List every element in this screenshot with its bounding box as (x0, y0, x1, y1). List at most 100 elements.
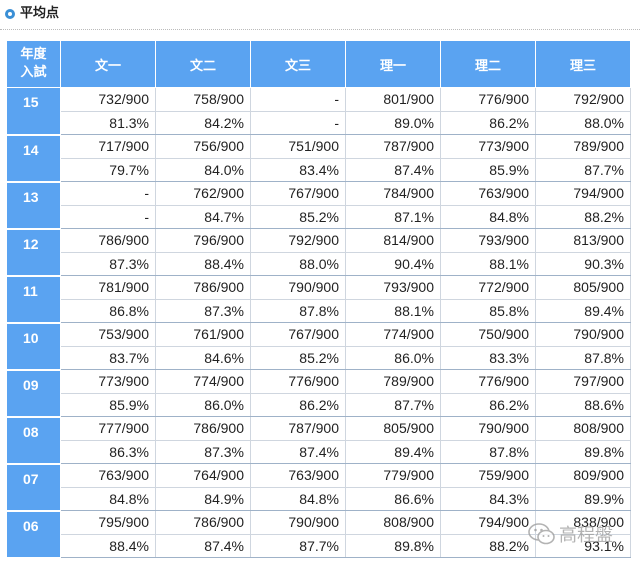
percent-cell: 88.0% (535, 110, 631, 135)
table-row: 86.8% 87.3% 87.8% 88.1% 85.8% 89.4% (7, 298, 631, 323)
score-cell: 776/900 (250, 369, 346, 394)
header-course-5: 理二 (440, 40, 536, 88)
year-cell: 14 (6, 134, 61, 183)
score-cell: 779/900 (345, 463, 441, 488)
score-cell: 813/900 (535, 228, 631, 253)
percent-cell: 87.7% (250, 533, 346, 558)
percent-cell: 89.8% (345, 533, 441, 558)
percent-cell: 87.8% (535, 345, 631, 370)
score-cell: 773/900 (440, 134, 536, 159)
year-cell: 09 (6, 369, 61, 418)
score-cell: 808/900 (535, 416, 631, 441)
percent-cell: 84.8% (60, 486, 156, 511)
year-cell: 13 (6, 181, 61, 230)
section-header: 平均点 (0, 0, 640, 30)
score-cell: 732/900 (60, 87, 156, 112)
percent-cell: 84.6% (155, 345, 251, 370)
percent-cell: 88.6% (535, 392, 631, 417)
score-cell: 792/900 (250, 228, 346, 253)
table-row: 15 732/900 758/900-801/900 776/900 792/900 (6, 87, 631, 136)
score-cell: 777/900 (60, 416, 156, 441)
table-row: 08 777/900 786/900 787/900 805/900 790/900 808… (6, 416, 631, 465)
percent-cell: 87.3% (155, 298, 251, 323)
score-cell: 786/900 (60, 228, 156, 253)
bullet-circle-icon (5, 9, 15, 19)
percent-cell: 84.3% (440, 486, 536, 511)
score-cell: 805/900 (535, 275, 631, 300)
score-cell: 774/900 (345, 322, 441, 347)
percent-cell: 88.1% (440, 251, 536, 276)
watermark-text: 高程盤 (559, 525, 613, 546)
percent-cell: 87.7% (345, 392, 441, 417)
score-cell: 776/900 (440, 87, 536, 112)
average-score-table: 年度 入試 文一 文二 文三 理一 理二 理三 15 732/900 758/900-801/90… (6, 40, 631, 559)
score-cell: 789/900 (345, 369, 441, 394)
percent-cell: 89.4% (345, 439, 441, 464)
percent-cell: 84.8% (440, 204, 536, 229)
score-cell: 789/900 (535, 134, 631, 159)
score-cell: 805/900 (345, 416, 441, 441)
percent-cell: 84.8% (250, 486, 346, 511)
percent-cell: 88.0% (250, 251, 346, 276)
score-cell: 753/900 (60, 322, 156, 347)
score-cell: 786/900 (155, 275, 251, 300)
score-cell: 758/900 (155, 87, 251, 112)
table-row: 85.9% 86.0% 86.2% 87.7% 86.2% 88.6% (7, 392, 631, 417)
score-cell: 797/900 (535, 369, 631, 394)
percent-cell: 84.9% (155, 486, 251, 511)
percent-cell: 89.8% (535, 439, 631, 464)
percent-cell: 85.9% (440, 157, 536, 182)
score-cell: 814/900 (345, 228, 441, 253)
percent-cell: 86.2% (440, 392, 536, 417)
score-cell: 764/900 (155, 463, 251, 488)
percent-cell: 85.9% (60, 392, 156, 417)
header-course-4: 理一 (345, 40, 441, 88)
score-cell: 756/900 (155, 134, 251, 159)
percent-cell: 87.8% (440, 439, 536, 464)
table-row: 09 773/900 774/900 776/900 789/900 776/900 797… (6, 369, 631, 418)
header-course-6: 理三 (535, 40, 631, 88)
percent-cell: 86.2% (440, 110, 536, 135)
percent-cell: 87.3% (60, 251, 156, 276)
percent-cell: 84.2% (155, 110, 251, 135)
percent-cell: 88.2% (440, 533, 536, 558)
table-row: 14 717/900 756/900 751/900 787/900 773/900 789… (6, 134, 631, 183)
year-cell: 08 (6, 416, 61, 465)
percent-cell: 87.7% (535, 157, 631, 182)
percent-cell: - (250, 110, 346, 135)
score-cell: 784/900 (345, 181, 441, 206)
percent-cell: 86.8% (60, 298, 156, 323)
table-row: 81.3% 84.2% -89.0% 86.2% 88.0% (7, 110, 631, 135)
percent-cell: 86.3% (60, 439, 156, 464)
score-cell: - (60, 181, 156, 206)
percent-cell: 87.4% (345, 157, 441, 182)
table-row: 11 781/900 786/900 790/900 793/900 772/900 805… (6, 275, 631, 324)
score-cell: 767/900 (250, 181, 346, 206)
table-row: -84.7% 85.2% 87.1% 84.8% 88.2% (7, 204, 631, 229)
percent-cell: 79.7% (60, 157, 156, 182)
score-cell: - (250, 87, 346, 112)
percent-cell: 88.2% (535, 204, 631, 229)
percent-cell: 87.8% (250, 298, 346, 323)
score-cell: 790/900 (535, 322, 631, 347)
score-cell: 808/900 (345, 510, 441, 535)
score-cell: 762/900 (155, 181, 251, 206)
score-cell: 767/900 (250, 322, 346, 347)
score-cell: 795/900 (60, 510, 156, 535)
section-title: 平均点 (20, 6, 60, 21)
score-cell: 796/900 (155, 228, 251, 253)
score-cell: 763/900 (250, 463, 346, 488)
header-course-2: 文二 (155, 40, 251, 88)
score-cell: 750/900 (440, 322, 536, 347)
score-cell: 794/900 (440, 510, 536, 535)
score-cell: 781/900 (60, 275, 156, 300)
score-cell: 772/900 (440, 275, 536, 300)
percent-cell: 89.4% (535, 298, 631, 323)
score-cell: 786/900 (155, 416, 251, 441)
percent-cell: 88.4% (155, 251, 251, 276)
percent-cell: 86.0% (345, 345, 441, 370)
score-cell: 792/900 (535, 87, 631, 112)
year-cell: 12 (6, 228, 61, 277)
score-cell: 809/900 (535, 463, 631, 488)
score-cell: 838/900 (535, 510, 631, 535)
